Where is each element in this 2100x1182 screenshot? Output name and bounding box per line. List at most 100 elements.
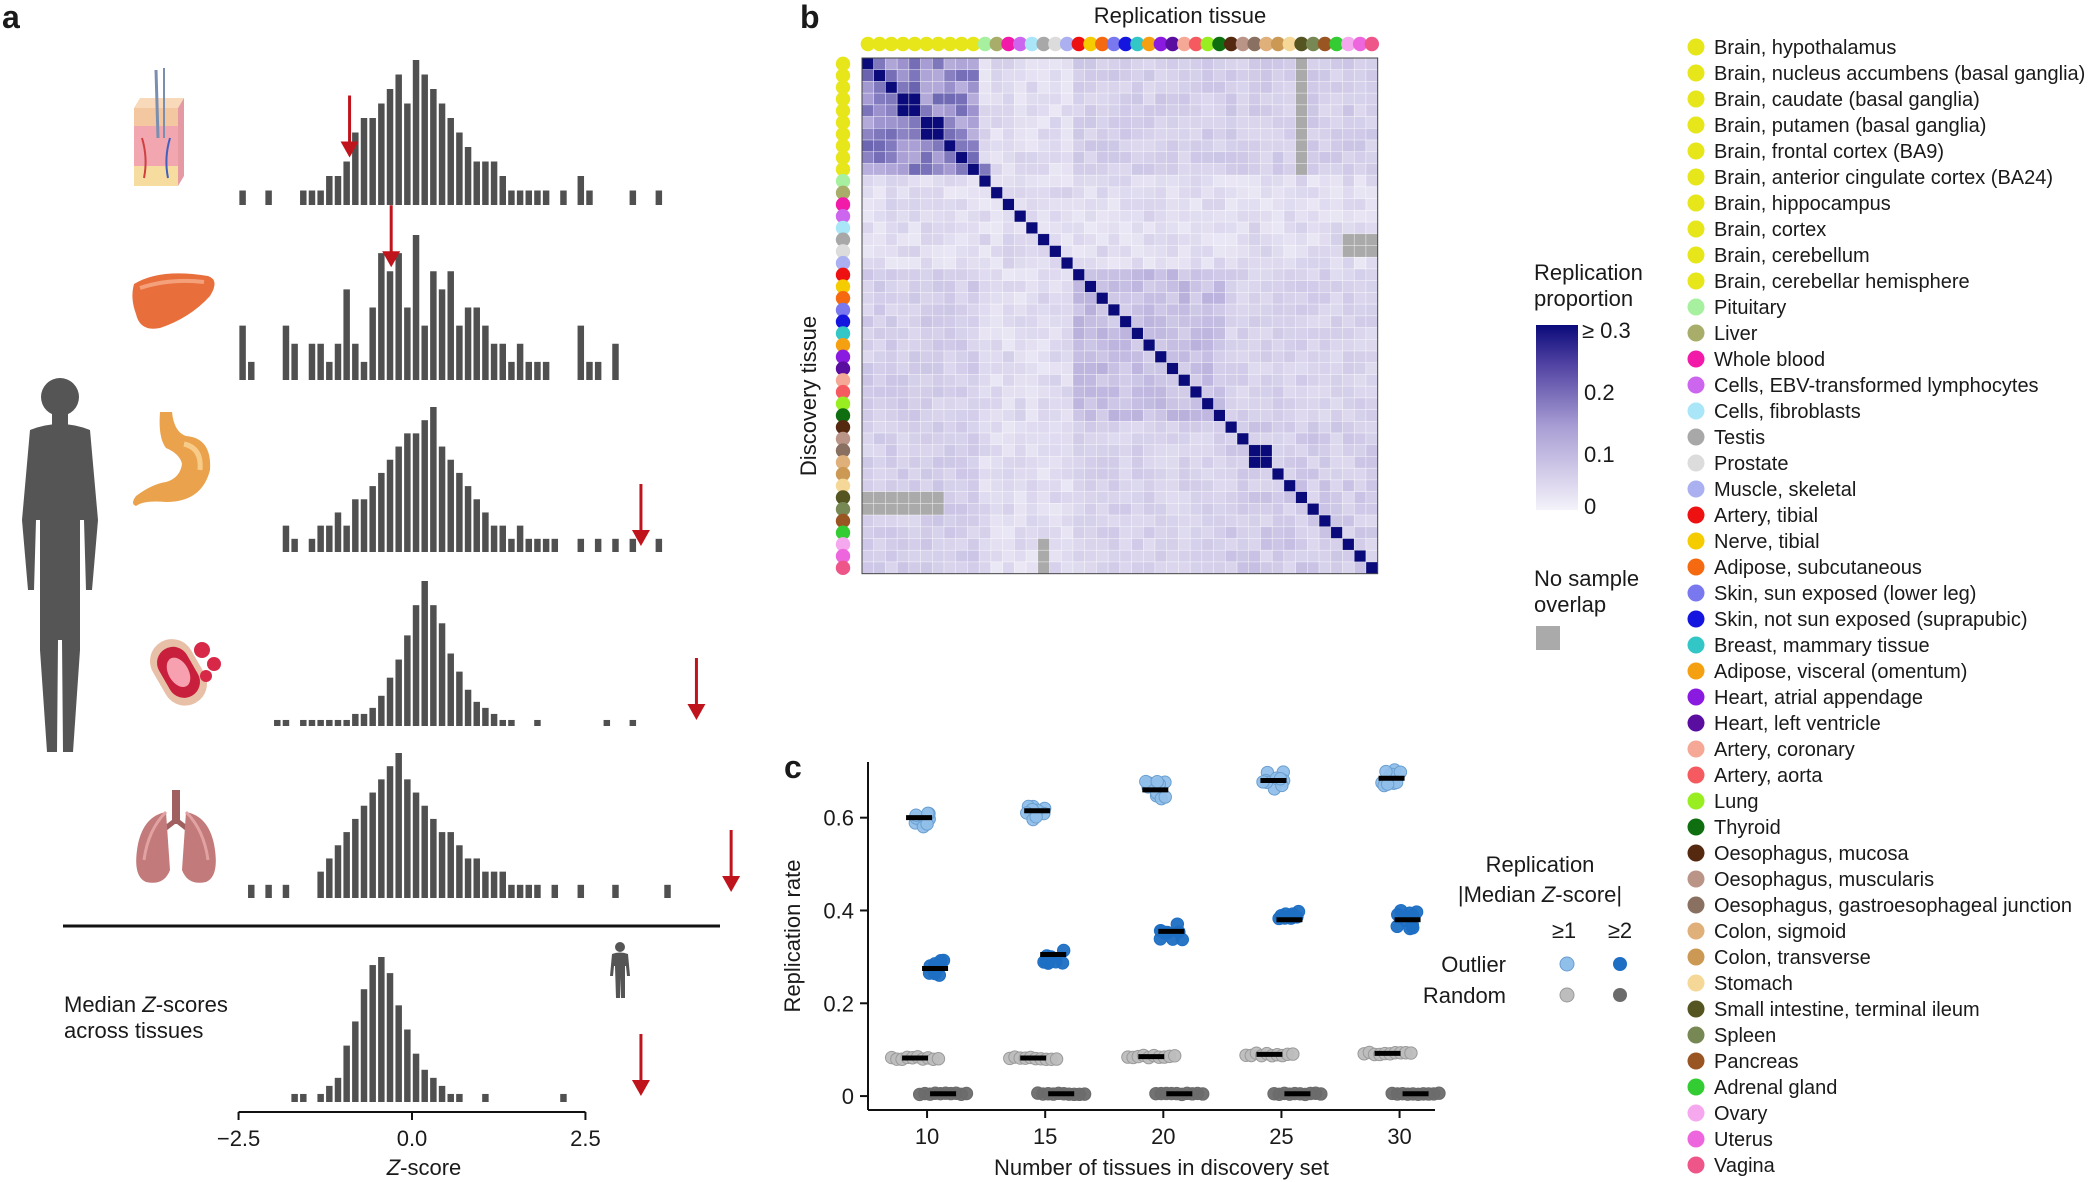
heatmap-cell	[1142, 174, 1156, 188]
heatmap-cell	[1025, 467, 1039, 481]
heatmap-cell	[1060, 92, 1074, 106]
heatmap-cell	[908, 549, 921, 563]
hist-bar	[317, 1093, 324, 1102]
heatmap-cell	[1037, 479, 1050, 492]
heatmap-cell	[1248, 374, 1261, 387]
hist-bar	[343, 719, 350, 726]
heatmap-cell	[1119, 151, 1132, 164]
heatmap-cell	[908, 292, 921, 305]
skin-icon	[134, 68, 184, 186]
heatmap-cell	[1248, 221, 1261, 235]
heatmap-cell	[1225, 198, 1238, 211]
heatmap-cell	[1142, 538, 1156, 551]
z-score-arrow-head	[631, 1080, 650, 1096]
heatmap-cell	[1084, 233, 1097, 246]
heatmap-cell	[955, 467, 968, 481]
tissue-legend-dot	[1687, 896, 1705, 914]
heatmap-cell	[1295, 456, 1308, 469]
heatmap-cell	[932, 116, 945, 129]
heatmap-cell	[932, 92, 945, 106]
heatmap-cell	[1096, 268, 1109, 281]
tissue-dot-left	[835, 431, 851, 447]
heatmap-cell	[1342, 303, 1355, 317]
heatmap-cell	[861, 327, 875, 340]
heatmap-cell	[1201, 256, 1214, 270]
hist-bar	[239, 325, 246, 380]
heatmap-cell	[1060, 338, 1074, 352]
heatmap-cell	[1365, 303, 1378, 317]
heatmap-cell	[1166, 292, 1179, 305]
heatmap-cell	[932, 561, 945, 574]
heatmap-cell	[1342, 467, 1355, 481]
heatmap-cell	[932, 221, 945, 235]
heatmap-cell	[1060, 526, 1074, 539]
heatmap-cell	[1353, 81, 1367, 94]
heatmap-cell	[873, 456, 886, 469]
heatmap-cell	[1072, 233, 1085, 246]
heatmap-cell	[1084, 81, 1097, 94]
heatmap-cell	[885, 116, 898, 129]
heatmap-cell	[1271, 444, 1285, 457]
heatmap-cell	[1060, 69, 1074, 82]
heatmap-cell	[908, 174, 921, 188]
heatmap-cell	[967, 69, 980, 82]
heatmap-cell	[1049, 186, 1062, 199]
heatmap-cell	[1271, 432, 1285, 446]
heatmap-cell	[1353, 280, 1367, 293]
heatmap-cell	[1178, 128, 1191, 141]
hist-bar	[438, 623, 446, 726]
heatmap-cell	[1307, 303, 1320, 317]
panel-c-letter: c	[784, 749, 802, 785]
heatmap-cell	[1201, 479, 1214, 492]
heatmap-cell	[967, 256, 980, 270]
heatmap-cell	[1049, 139, 1062, 153]
heatmap-cell	[908, 69, 921, 82]
heatmap-cell	[1295, 514, 1308, 528]
z-score-arrow-head	[722, 876, 741, 892]
heatmap-cell	[873, 256, 886, 270]
heatmap-cell	[1084, 186, 1097, 199]
heatmap-cell	[990, 280, 1003, 293]
heatmap-cell	[1049, 92, 1062, 106]
heatmap-cell	[1330, 292, 1343, 305]
heatmap-cell	[1318, 397, 1332, 410]
heatmap-cell	[978, 69, 992, 82]
heatmap-cell	[873, 327, 886, 340]
heatmap-cell	[1166, 57, 1179, 71]
hist-bar	[603, 719, 611, 726]
heatmap-cell	[1014, 514, 1027, 528]
heatmap-cell	[1330, 327, 1343, 340]
hist-bar	[464, 307, 472, 380]
tissue-legend-label: Brain, cortex	[1714, 219, 1826, 241]
heatmap-cell	[1142, 92, 1156, 106]
heatmap-cell	[920, 280, 933, 293]
hist-bar	[421, 1069, 428, 1102]
heatmap-cell	[873, 526, 886, 539]
tissue-dot-left	[835, 525, 851, 540]
hist-bar	[326, 858, 333, 898]
heatmap-cell	[932, 538, 945, 551]
hist-bar	[473, 701, 480, 726]
heatmap-cell	[955, 397, 968, 410]
heatmap-cell	[1060, 538, 1074, 551]
heatmap-cell	[1236, 491, 1250, 504]
hist-bar	[291, 343, 298, 380]
heatmap-cell	[967, 444, 980, 457]
heatmap-cell	[1119, 503, 1132, 516]
heatmap-cell	[1283, 174, 1296, 188]
heatmap-cell	[1189, 303, 1203, 317]
heatmap-cell	[1131, 69, 1144, 82]
heatmap-cell	[1154, 81, 1168, 94]
heatmap-cell	[1271, 292, 1285, 305]
heatmap-cell	[1283, 315, 1296, 328]
heatmap-cell	[1142, 397, 1156, 410]
heatmap-cell	[1166, 315, 1179, 328]
heatmap-cell	[1271, 362, 1285, 375]
hist-bar	[438, 832, 446, 898]
heatmap-cell	[1072, 467, 1085, 481]
heatmap-cell	[873, 514, 886, 528]
tissue-legend-dot	[1687, 480, 1705, 498]
tissue-dot-top	[930, 36, 946, 52]
heatmap-cell	[1166, 444, 1179, 457]
heatmap-cell	[920, 104, 933, 117]
